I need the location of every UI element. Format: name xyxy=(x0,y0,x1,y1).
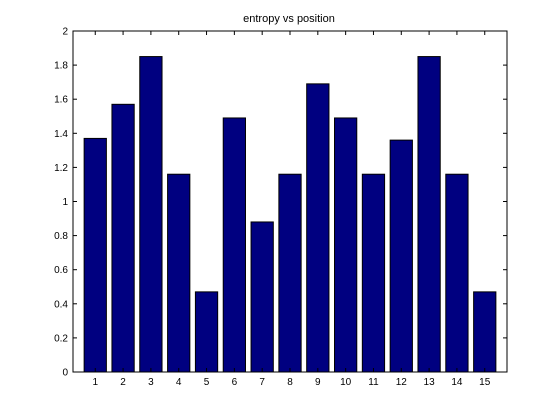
axes-frame xyxy=(72,30,508,373)
bar-13 xyxy=(417,56,441,373)
y-tick-label-0: 0 xyxy=(62,368,68,379)
axis-ticks xyxy=(73,30,507,373)
y-tick-label-2: 2 xyxy=(62,27,68,38)
x-tick-label-5: 5 xyxy=(204,377,210,388)
bar-10 xyxy=(334,117,358,373)
x-tick-label-3: 3 xyxy=(148,377,154,388)
y-tick-label-0.2: 0.2 xyxy=(54,333,68,344)
bar-1 xyxy=(83,137,107,373)
x-tick-label-13: 13 xyxy=(424,377,436,388)
x-tick-label-4: 4 xyxy=(176,377,182,388)
y-tick-label-1.2: 1.2 xyxy=(54,163,68,174)
bar-3 xyxy=(139,56,163,373)
y-tick-label-0.8: 0.8 xyxy=(54,231,68,242)
x-tick-label-11: 11 xyxy=(368,377,379,388)
y-tick-label-0.4: 0.4 xyxy=(54,299,68,310)
bar-7 xyxy=(250,221,274,373)
x-tick-label-10: 10 xyxy=(340,377,352,388)
x-tick-label-8: 8 xyxy=(287,377,293,388)
bars xyxy=(83,56,497,373)
x-tick-label-14: 14 xyxy=(451,377,463,388)
bar-2 xyxy=(111,103,135,373)
chart-title: entropy vs position xyxy=(243,13,335,25)
x-tick-label-7: 7 xyxy=(259,377,265,388)
x-tick-label-9: 9 xyxy=(315,377,321,388)
bar-12 xyxy=(389,139,413,373)
x-tick-label-12: 12 xyxy=(396,377,408,388)
bar-14 xyxy=(445,173,469,373)
x-tick-label-1: 1 xyxy=(92,377,98,388)
y-tick-label-1.4: 1.4 xyxy=(54,129,68,140)
y-tick-label-1.6: 1.6 xyxy=(54,95,68,106)
bar-11 xyxy=(361,173,386,373)
bar-8 xyxy=(278,173,302,373)
x-tick-label-2: 2 xyxy=(120,377,126,388)
y-tick-label-1.8: 1.8 xyxy=(54,61,68,72)
bar-6 xyxy=(222,117,246,373)
bar-4 xyxy=(167,173,191,373)
bar-9 xyxy=(306,83,330,373)
bar-5 xyxy=(194,291,219,373)
y-tick-label-1: 1 xyxy=(62,197,68,208)
tick-labels: 1 2 3 4 5 6 7 8 9 10 11 12 13 14 1500.20.40.60.811.21.… xyxy=(54,27,491,389)
x-tick-label-15: 15 xyxy=(479,377,491,388)
x-tick-label-6: 6 xyxy=(232,377,238,388)
bar-15 xyxy=(473,291,497,373)
y-tick-label-0.6: 0.6 xyxy=(54,265,68,276)
